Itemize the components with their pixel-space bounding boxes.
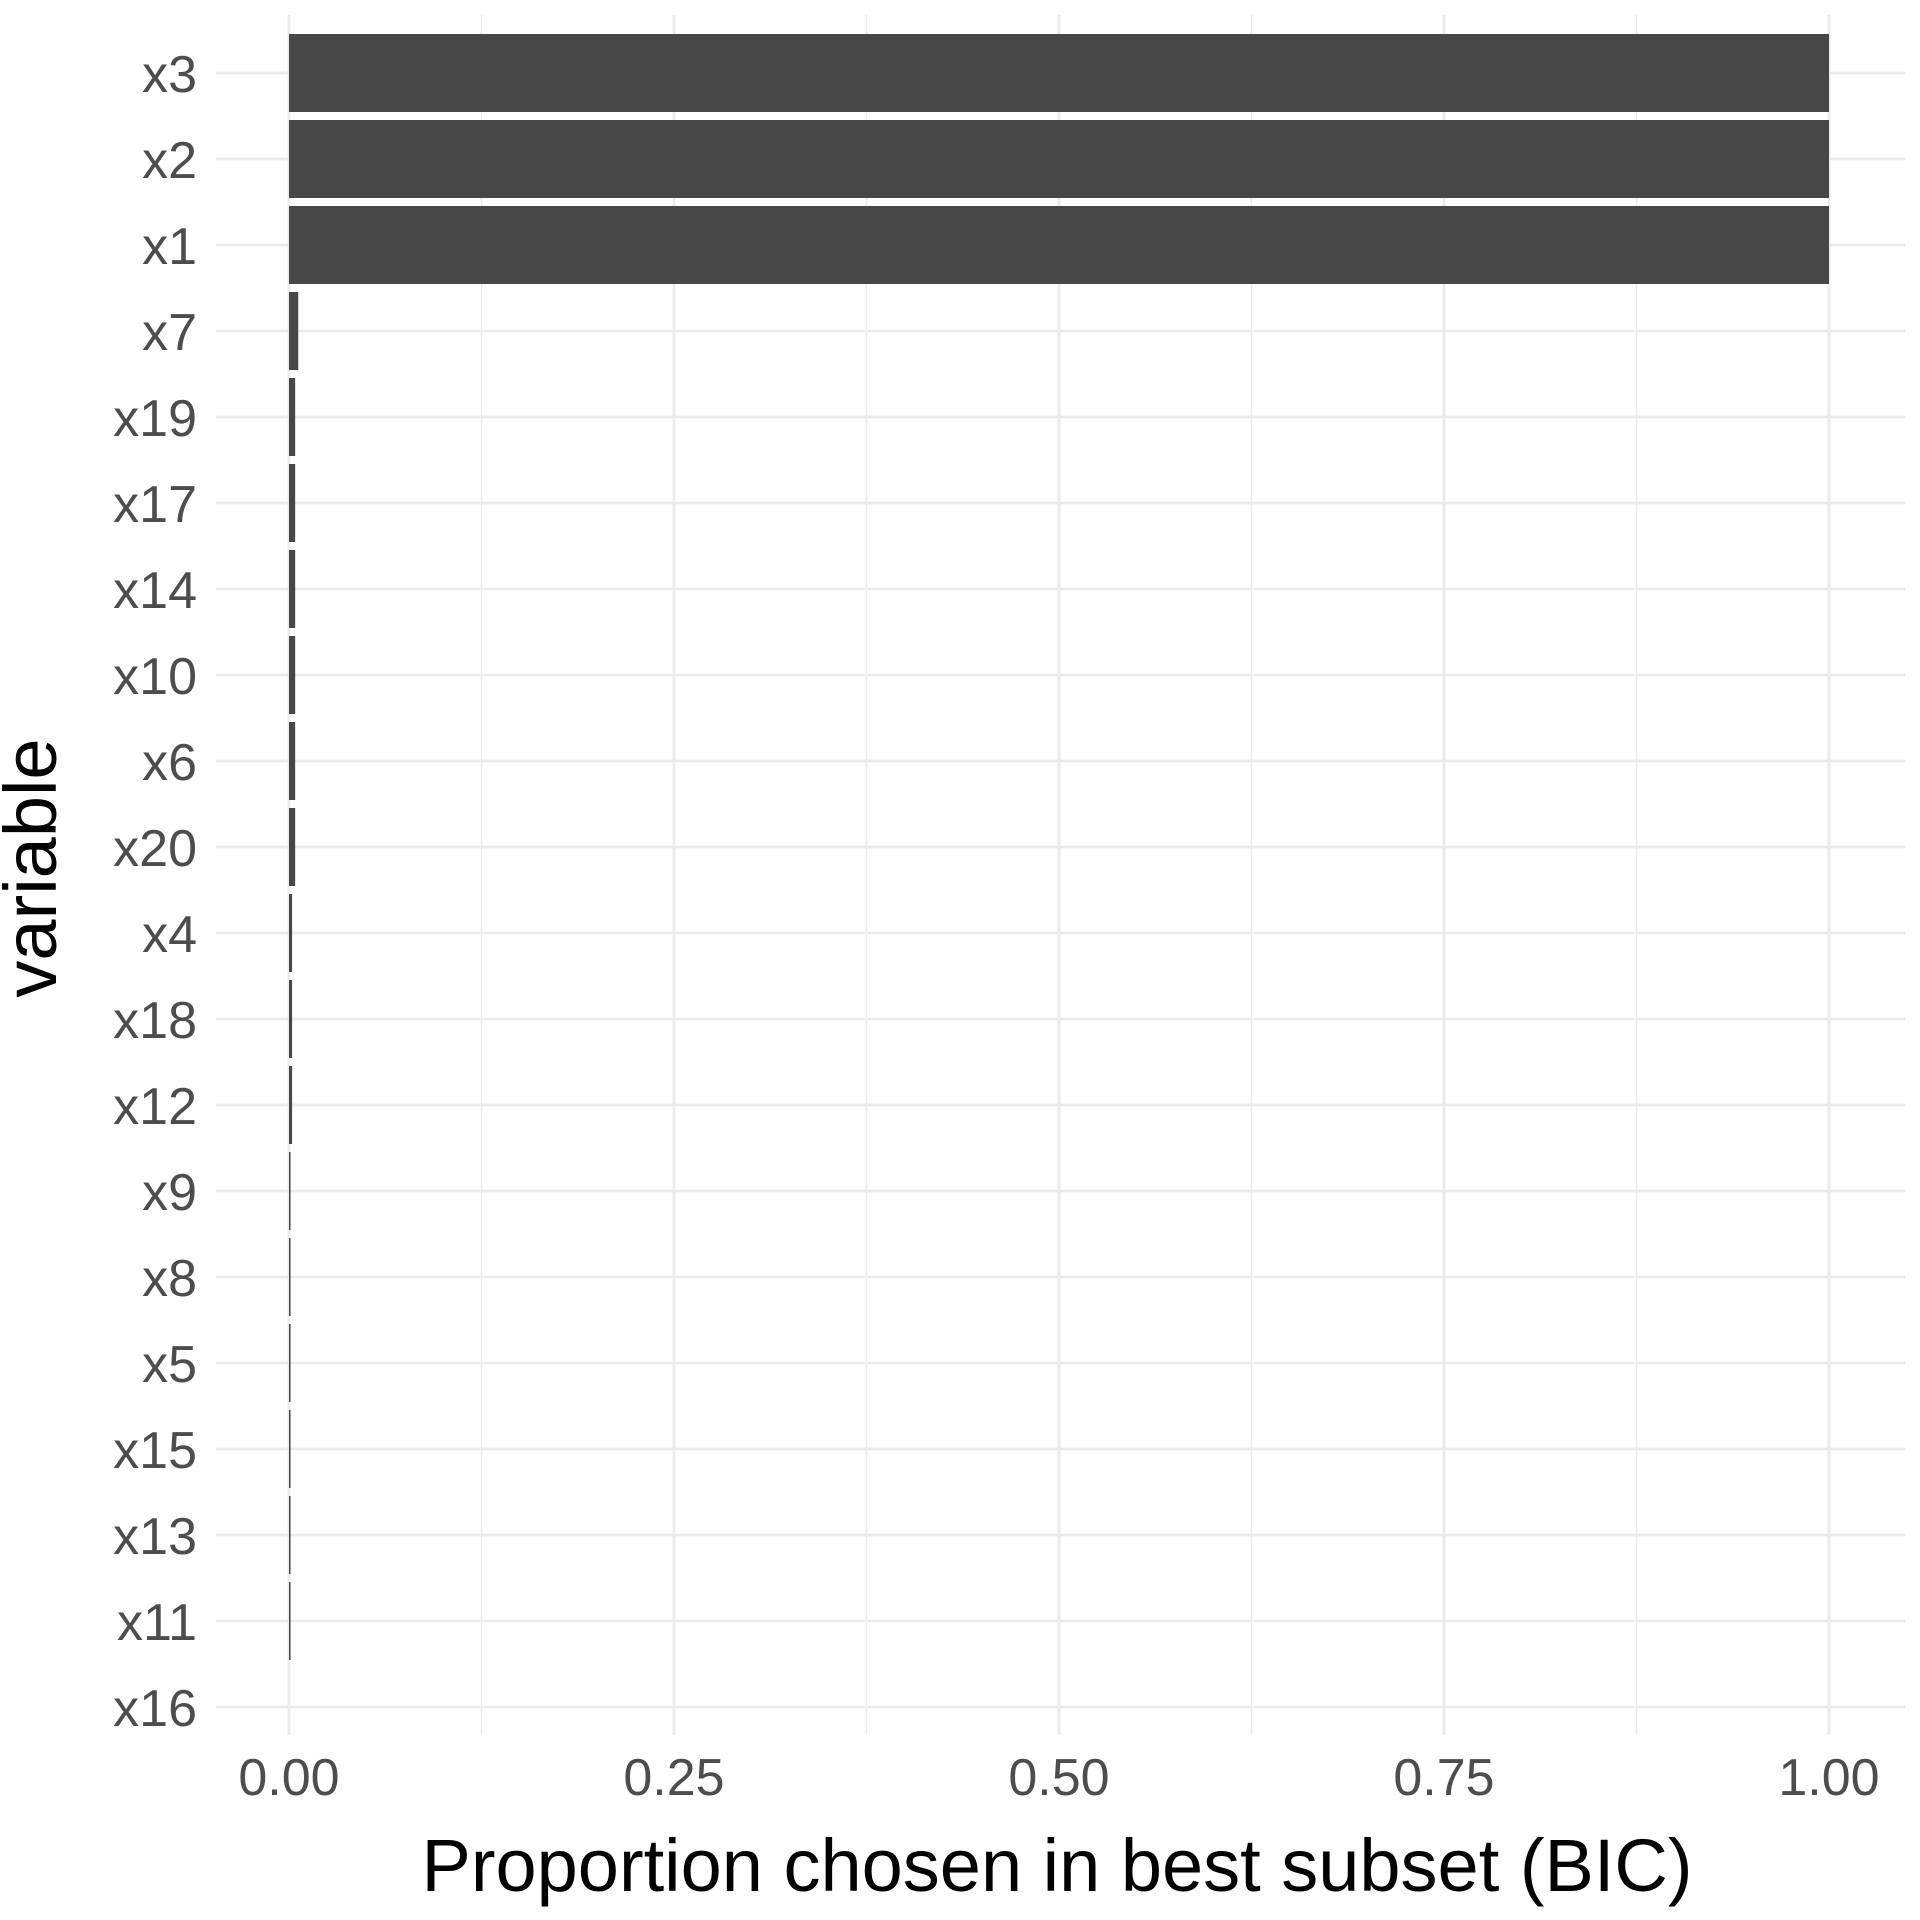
y-axis-title: variable bbox=[0, 738, 72, 997]
y-tick-label: x13 bbox=[113, 1508, 197, 1566]
bar-x20 bbox=[289, 808, 296, 886]
bar-x15 bbox=[289, 1410, 291, 1488]
x-axis-title: Proportion chosen in best subset (BIC) bbox=[422, 1824, 1693, 1907]
y-tick-label: x17 bbox=[113, 476, 197, 534]
y-tick-label: x14 bbox=[113, 562, 197, 620]
y-tick-label: x20 bbox=[113, 820, 197, 878]
bar-x3 bbox=[289, 34, 1829, 112]
y-tick-label: x16 bbox=[113, 1680, 197, 1738]
y-tick-label: x6 bbox=[142, 734, 197, 792]
bar-x6 bbox=[289, 722, 296, 800]
y-tick-label: x3 bbox=[142, 46, 197, 104]
y-tick-label: x1 bbox=[142, 218, 197, 276]
y-tick-label: x10 bbox=[113, 648, 197, 706]
y-tick-label: x8 bbox=[142, 1250, 197, 1308]
bar-x5 bbox=[289, 1324, 291, 1402]
y-tick-labels: x3 x2 x1 x7 x19 x17 x14 x10 x6 x20 x4 x18 x12 x9 x8 x5 x… bbox=[113, 46, 197, 1738]
x-tick-label: 0.00 bbox=[238, 1749, 339, 1807]
bar-x1 bbox=[289, 206, 1829, 284]
y-tick-label: x18 bbox=[113, 992, 197, 1050]
bars bbox=[289, 34, 1829, 1660]
y-tick-label: x4 bbox=[142, 906, 197, 964]
y-tick-label: x15 bbox=[113, 1422, 197, 1480]
x-tick-label: 0.75 bbox=[1393, 1749, 1494, 1807]
bar-x12 bbox=[289, 1066, 293, 1144]
bar-x18 bbox=[289, 980, 293, 1058]
x-tick-label: 0.50 bbox=[1008, 1749, 1109, 1807]
x-tick-label: 1.00 bbox=[1778, 1749, 1879, 1807]
y-tick-label: x2 bbox=[142, 132, 197, 190]
bar-x13 bbox=[289, 1496, 291, 1574]
bar-x19 bbox=[289, 378, 296, 456]
y-tick-label: x12 bbox=[113, 1078, 197, 1136]
y-tick-label: x5 bbox=[142, 1336, 197, 1394]
x-tick-label: 0.25 bbox=[623, 1749, 724, 1807]
bar-x14 bbox=[289, 550, 296, 628]
bar-x4 bbox=[289, 894, 293, 972]
bar-x9 bbox=[289, 1152, 291, 1230]
y-tick-label: x7 bbox=[142, 304, 197, 362]
bar-x2 bbox=[289, 120, 1829, 198]
y-tick-label: x11 bbox=[117, 1594, 197, 1652]
x-tick-labels: 0.00 0.25 0.50 0.75 1.00 bbox=[238, 1749, 1879, 1807]
bar-x11 bbox=[289, 1582, 291, 1660]
bar-x7 bbox=[289, 292, 299, 370]
y-tick-label: x19 bbox=[113, 390, 197, 448]
bar-x8 bbox=[289, 1238, 291, 1316]
y-tick-label: x9 bbox=[142, 1164, 197, 1222]
bar-x10 bbox=[289, 636, 296, 714]
bar-x17 bbox=[289, 464, 296, 542]
